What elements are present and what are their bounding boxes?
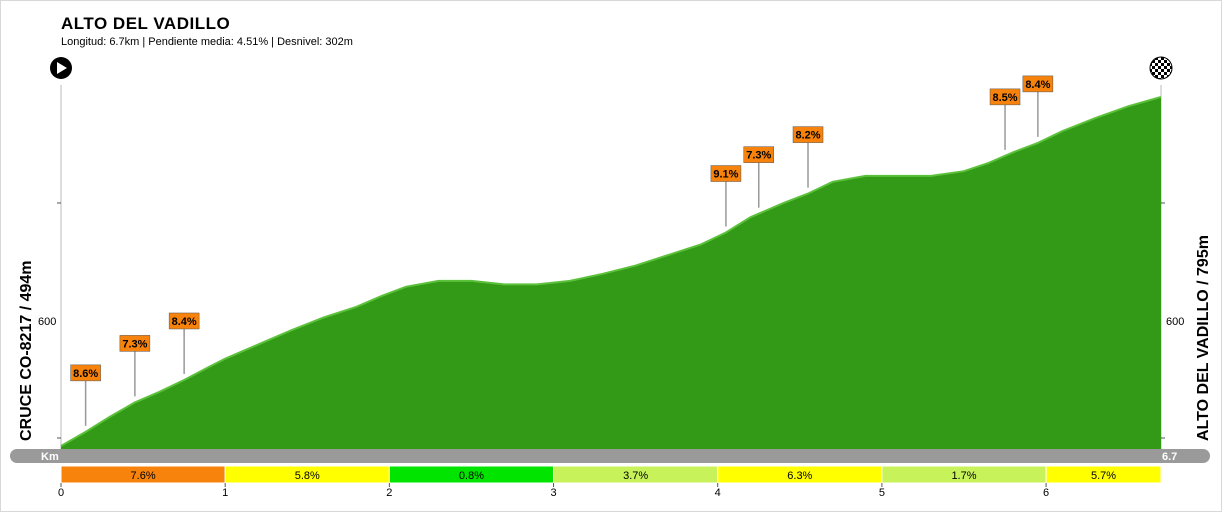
y-tick-label-right: 600 xyxy=(1166,316,1184,328)
gradient-badge xyxy=(743,146,775,163)
km-bar-total: 6.7 xyxy=(1162,451,1177,463)
gradient-badge-label: 9.1% xyxy=(713,169,738,181)
gradient-segment-label: 1.7% xyxy=(951,470,976,482)
gradient-segment-label: 5.7% xyxy=(1091,470,1116,482)
start-label: CRUCE CO-8217 / 494m xyxy=(18,260,35,441)
end-label: ALTO DEL VADILLO / 795m xyxy=(1195,235,1212,441)
gradient-markers: 8.6% 7.3% 8.4% 9.1% 7.3% 8.2% 8.5% 8.4% xyxy=(70,75,1054,426)
gradient-badge-label: 7.3% xyxy=(746,150,771,162)
gradient-segment xyxy=(1045,465,1162,484)
gradient-marker: 8.6% xyxy=(70,364,101,426)
gradient-segment-label: 3.7% xyxy=(623,470,648,482)
gradient-badge-label: 8.6% xyxy=(73,368,98,380)
km-bar xyxy=(10,449,1210,463)
gradient-badge-label: 8.4% xyxy=(1025,79,1050,91)
chart-subtitle: Longitud: 6.7km | Pendiente media: 4.51%… xyxy=(61,36,353,48)
gradient-marker: 8.2% xyxy=(792,126,824,188)
x-tick-label: 6 xyxy=(1043,487,1049,499)
gradient-badge-label: 8.5% xyxy=(992,92,1017,104)
gradient-marker: 7.3% xyxy=(743,146,775,208)
play-icon xyxy=(50,57,72,79)
gradient-marker: 8.4% xyxy=(1022,75,1054,137)
gradient-segment-label: 6.3% xyxy=(787,470,812,482)
gradient-badge-label: 8.2% xyxy=(795,130,820,142)
gradient-marker: 9.1% xyxy=(710,165,742,227)
gradient-segment-label: 0.8% xyxy=(459,470,484,482)
gradient-badge xyxy=(1022,75,1054,93)
gradient-badge-label: 8.4% xyxy=(172,316,197,328)
elevation-area xyxy=(61,96,1161,450)
gradient-badge-label: 7.3% xyxy=(122,338,147,350)
gradient-segment-label: 5.8% xyxy=(295,470,320,482)
y-tick-label-left: 600 xyxy=(38,316,56,328)
gradient-badge xyxy=(710,165,742,182)
gradient-marker: 8.5% xyxy=(989,88,1021,150)
gradient-badge xyxy=(168,312,200,330)
km-bar-label: Km xyxy=(41,451,59,463)
elevation-line xyxy=(60,95,1162,447)
gradient-badge xyxy=(119,335,151,352)
checkered-flag-icon xyxy=(1149,56,1173,80)
gradient-marker: 8.4% xyxy=(168,312,200,374)
chart-title: ALTO DEL VADILLO xyxy=(61,14,231,33)
x-tick-label: 3 xyxy=(550,487,556,499)
gradient-segments: 7.6% 5.8% 0.8% 3.7% 6.3% 1.7% 5.7% xyxy=(60,465,1162,484)
x-tick-label: 4 xyxy=(715,487,721,499)
x-tick-label: 5 xyxy=(879,487,885,499)
x-tick-label: 1 xyxy=(222,487,228,499)
x-tick-label: 2 xyxy=(386,487,392,499)
x-axis-ticks: 0 1 2 3 4 5 6 xyxy=(58,483,1049,499)
x-tick-label: 0 xyxy=(58,487,64,499)
gradient-badge xyxy=(792,126,824,143)
gradient-badge xyxy=(70,364,101,382)
gradient-segment-label: 7.6% xyxy=(131,470,156,482)
gradient-badge xyxy=(989,88,1021,106)
gradient-marker: 7.3% xyxy=(119,335,151,397)
